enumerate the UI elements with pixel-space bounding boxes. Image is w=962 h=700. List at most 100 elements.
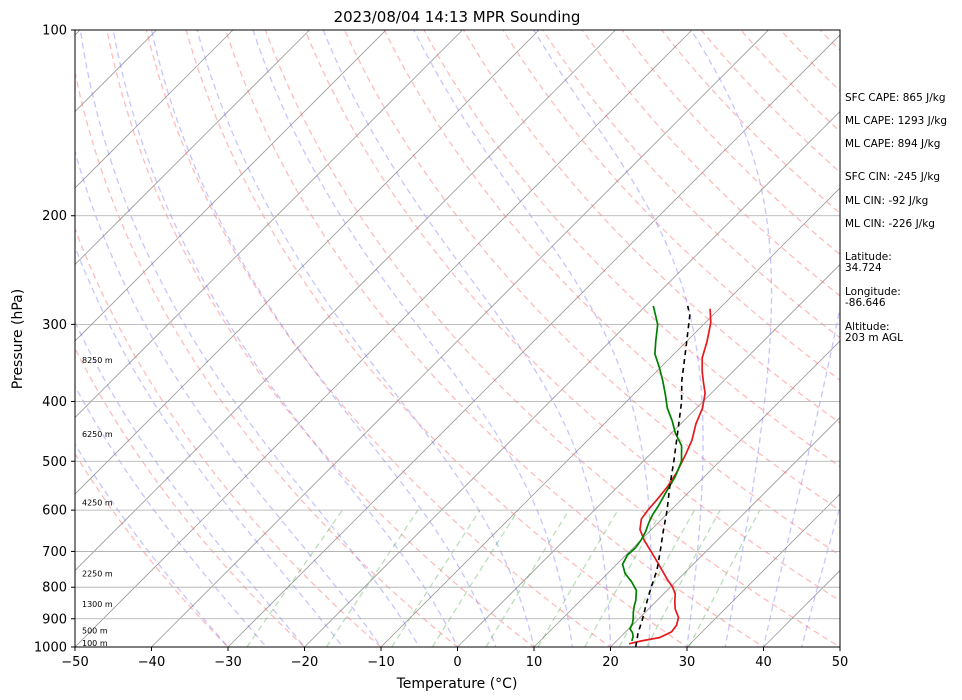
isotherm-line: [610, 416, 840, 647]
x-axis: −50 −40 −30 −20 −10 0 10 20 30 40 50: [61, 647, 848, 670]
moist-adiabat-line: [762, 304, 840, 647]
ml-cin-text-2: ML CIN: -226 J/kg: [845, 218, 935, 230]
mixing-ratio-line: [688, 509, 761, 647]
isotherm-line: [227, 34, 840, 647]
y-tick-label: 300: [42, 318, 67, 333]
y-tick-label: 600: [42, 504, 67, 519]
y-axis: 1000 900 800 700 600 500 400 300 200 100: [34, 24, 75, 656]
isotherm-line: [75, 30, 310, 266]
x-tick-label: 20: [602, 655, 619, 670]
dewpoint-profile-line: [621, 305, 683, 642]
moist-adiabat-line: [533, 30, 704, 647]
mixing-ratio-line: [485, 509, 570, 647]
isotherm-line: [151, 30, 769, 647]
mixing-ratio-line: [584, 509, 663, 647]
isotherm-line: [75, 30, 693, 647]
isotherm-line: [457, 263, 840, 647]
isotherm-line: [75, 30, 540, 495]
height-label: 500 m: [82, 627, 108, 636]
height-label: 8250 m: [82, 356, 113, 365]
dry-adiabat-line: [145, 30, 612, 647]
isotherm-line: [304, 110, 840, 647]
x-tick-label: 40: [755, 655, 772, 670]
y-tick-label: 200: [42, 209, 67, 224]
dry-adiabat-line: [75, 452, 229, 647]
isotherm-line: [0, 30, 4, 647]
y-axis-label: Pressure (hPa): [10, 289, 26, 389]
dry-adiabat-line: [264, 30, 840, 647]
mixing-ratio-line: [537, 509, 619, 647]
dry-adiabat-line: [502, 30, 840, 381]
ml-cin-text-1: ML CIN: -92 J/kg: [845, 195, 929, 207]
temperature-profile-line: [628, 308, 712, 645]
height-labels: 100 m 500 m 1300 m 2250 m 4250 m 6250 m 8250 m: [82, 356, 113, 648]
isotherm-line: [75, 30, 463, 419]
mixing-ratio-line: [431, 509, 519, 647]
x-axis-label: Temperature (°C): [396, 676, 518, 692]
mixing-ratio-line: [618, 509, 696, 647]
isotherm-line: [75, 30, 616, 572]
x-tick-label: −20: [291, 655, 318, 670]
dry-adiabat-line: [106, 30, 536, 647]
chart-title: 2023/08/04 14:13 MPR Sounding: [334, 8, 581, 26]
isotherm-line: [686, 493, 840, 647]
moist-adiabat-line: [75, 320, 306, 647]
x-tick-label: 30: [679, 655, 696, 670]
y-tick-label: 900: [42, 612, 67, 627]
x-tick-label: 10: [526, 655, 543, 670]
x-tick-label: 0: [453, 655, 461, 670]
moist-adiabat-line: [112, 30, 459, 647]
isotherm-line: [533, 340, 840, 647]
height-label: 100 m: [82, 639, 108, 648]
plot-frame: [74, 29, 841, 648]
moist-adiabat-line: [75, 148, 382, 647]
x-tick-label: −40: [138, 655, 165, 670]
moist-adiabat-line: [801, 504, 840, 647]
dry-adiabat-line: [225, 30, 765, 647]
y-tick-label: 800: [42, 581, 67, 596]
height-label: 2250 m: [82, 570, 113, 579]
sfc-cape-text: SFC CAPE: 865 J/kg: [845, 92, 946, 104]
moist-adiabat-line: [150, 30, 497, 647]
height-label: 4250 m: [82, 499, 113, 508]
longitude-text: Longitude: -86.646: [845, 286, 901, 309]
mixing-ratio-line: [246, 509, 344, 647]
moist-adiabat-line: [196, 30, 535, 647]
y-tick-label: 400: [42, 395, 67, 410]
altitude-text: Altitude: 203 m AGL: [845, 321, 903, 344]
x-tick-label: −10: [367, 655, 394, 670]
moist-adiabat-line: [79, 30, 421, 647]
x-tick-label: 50: [832, 655, 849, 670]
y-tick-label: 700: [42, 545, 67, 560]
y-tick-label: 100: [42, 24, 67, 39]
y-tick-label: 1000: [34, 641, 67, 656]
mixing-ratio-line: [646, 509, 721, 647]
x-tick-label: −50: [61, 655, 88, 670]
dry-adiabat-line: [581, 30, 840, 297]
dry-adiabat-line: [541, 30, 840, 339]
latitude-text: Latitude: 34.724: [845, 251, 892, 274]
sfc-cin-text: SFC CIN: -245 J/kg: [845, 171, 941, 183]
dry-adiabat-line: [924, 16, 962, 660]
isotherm-line: [380, 187, 840, 647]
isotherm-line: [75, 30, 387, 342]
dry-adiabat-line: [75, 69, 459, 647]
profile-lines: [621, 305, 712, 647]
x-tick-label: −30: [214, 655, 241, 670]
moist-adiabat-line: [322, 30, 612, 647]
ml-cape-text-1: ML CAPE: 1293 J/kg: [845, 115, 948, 127]
height-label: 6250 m: [82, 430, 113, 439]
dry-adiabat-line: [660, 30, 840, 214]
background-lines: [0, 16, 962, 660]
moist-adiabat-line: [413, 30, 652, 647]
isotherm-line: [75, 30, 234, 189]
moist-adiabat-line: [75, 244, 344, 647]
ml-cape-text-2: ML CAPE: 894 J/kg: [845, 138, 941, 150]
dry-adiabat-line: [185, 30, 689, 647]
height-label: 1300 m: [82, 600, 113, 609]
parcel-profile-line: [634, 305, 691, 647]
y-tick-label: 500: [42, 455, 67, 470]
dry-adiabat-line: [75, 346, 306, 647]
dry-adiabat-line: [304, 30, 840, 602]
